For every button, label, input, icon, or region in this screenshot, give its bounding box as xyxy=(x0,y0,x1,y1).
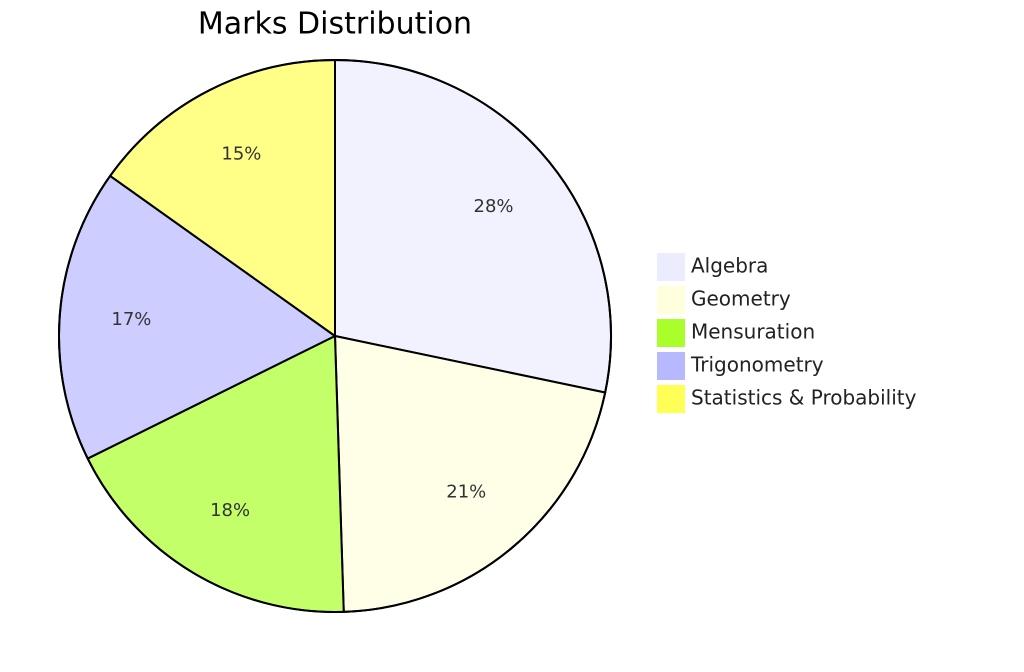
legend-swatch xyxy=(657,352,685,380)
slice-label: 15% xyxy=(221,143,261,164)
legend-label: Statistics & Probability xyxy=(691,386,917,410)
pie-slice xyxy=(334,58,612,394)
pie-outline xyxy=(58,59,612,613)
legend-swatch xyxy=(657,286,685,314)
slice-label: 18% xyxy=(210,500,250,521)
slice-label: 17% xyxy=(111,309,151,330)
chart-title: Marks Distribution xyxy=(198,7,472,42)
legend-swatch xyxy=(657,385,685,413)
legend-swatch xyxy=(657,319,685,347)
legend-label: Mensuration xyxy=(691,320,815,344)
legend-label: Algebra xyxy=(691,254,768,278)
legend-label: Trigonometry xyxy=(690,353,824,377)
legend-label: Geometry xyxy=(691,287,791,311)
slice-label: 21% xyxy=(446,481,486,502)
legend-swatch xyxy=(657,253,685,281)
slice-label: 28% xyxy=(474,196,514,217)
